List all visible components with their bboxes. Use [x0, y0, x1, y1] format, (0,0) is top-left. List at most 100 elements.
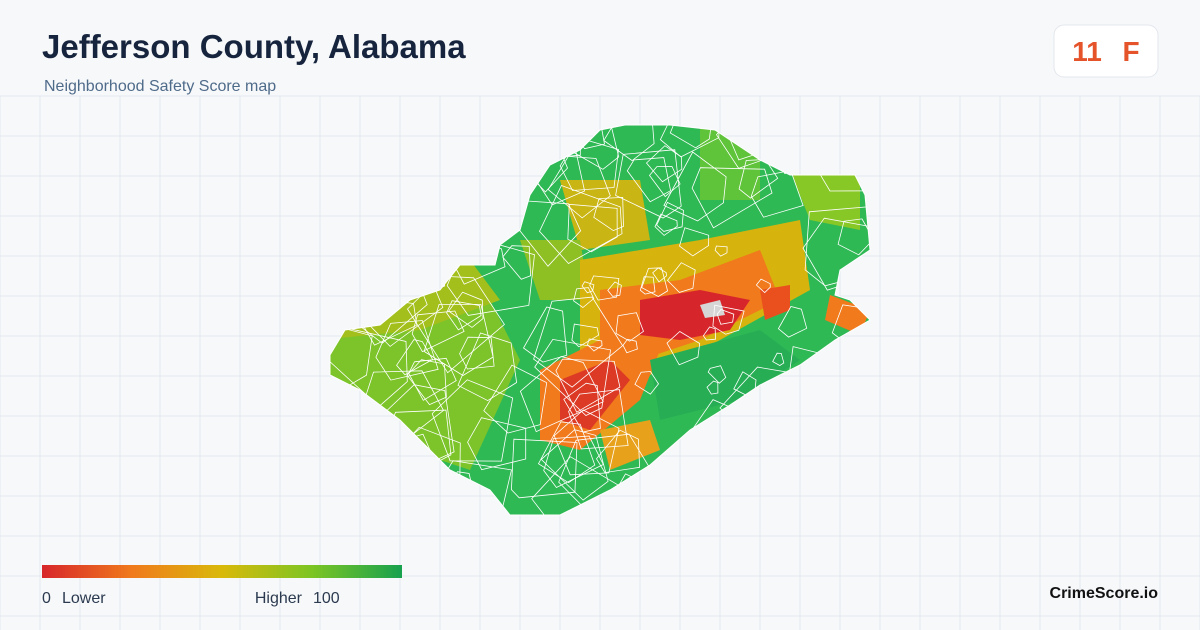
tract-boundary	[354, 165, 394, 202]
map-region	[700, 300, 725, 318]
tract-boundary	[755, 278, 771, 294]
tract-boundary	[666, 262, 696, 293]
tract-boundary	[555, 358, 621, 413]
tract-boundary	[714, 245, 728, 257]
tract-boundary	[533, 296, 624, 388]
tract-boundary	[348, 191, 387, 232]
tract-boundary	[522, 306, 568, 363]
tract-boundary	[659, 125, 720, 158]
map-region	[640, 290, 750, 340]
tract-boundary	[349, 175, 384, 207]
tract-boundary	[368, 125, 430, 170]
tract-boundary	[520, 125, 582, 160]
tract-boundary	[502, 245, 532, 280]
tract-boundary	[553, 409, 620, 476]
tract-boundary	[774, 424, 822, 475]
tract-boundary	[459, 336, 495, 370]
tract-boundary	[558, 433, 657, 515]
tract-boundary	[687, 437, 740, 493]
tract-boundary	[339, 164, 426, 251]
tract-boundary	[534, 338, 612, 416]
tract-boundary	[569, 125, 605, 150]
tract-boundary	[372, 192, 411, 227]
tract-boundary	[801, 398, 841, 439]
tract-boundary	[634, 371, 659, 395]
score-value: 11	[1072, 36, 1102, 67]
tract-boundary	[330, 216, 378, 282]
tract-boundary	[408, 357, 457, 401]
tract-boundary	[467, 417, 527, 471]
tract-boundary	[587, 338, 603, 352]
tract-boundary	[581, 281, 595, 294]
tract-boundary	[622, 338, 638, 354]
tract-boundary	[669, 125, 713, 149]
tract-boundary	[375, 125, 463, 165]
tract-boundary	[406, 359, 447, 406]
tract-boundary	[652, 267, 667, 283]
tract-boundary	[777, 306, 808, 338]
tract-boundary	[802, 217, 870, 291]
tract-boundary	[648, 166, 681, 198]
tract-boundary	[434, 163, 521, 239]
tract-boundary	[589, 275, 620, 301]
tract-boundary	[593, 196, 624, 232]
tract-boundary	[458, 487, 490, 514]
tract-boundary	[446, 300, 482, 331]
tract-boundary	[330, 236, 374, 287]
tract-boundary	[414, 228, 447, 260]
tract-boundary	[615, 312, 644, 342]
tract-boundary	[411, 310, 465, 353]
tract-boundary	[330, 325, 408, 408]
tract-boundary	[567, 203, 618, 253]
tract-boundary	[804, 206, 870, 287]
tract-boundary	[388, 165, 433, 216]
county-map	[330, 125, 870, 515]
tract-boundary	[375, 320, 439, 381]
map-region	[520, 240, 590, 300]
tract-boundary	[691, 167, 773, 229]
brand: CrimeScore.io	[1050, 585, 1159, 602]
tract-boundary	[543, 435, 604, 489]
tract-boundary	[837, 218, 870, 256]
tract-boundary	[772, 352, 785, 366]
tract-boundary	[423, 304, 494, 376]
tract-boundary	[519, 356, 604, 433]
tract-boundary	[706, 380, 719, 395]
tract-boundary	[573, 287, 595, 309]
tract-boundary	[679, 227, 710, 257]
legend-max-label: Higher	[255, 590, 303, 607]
map-region	[560, 360, 630, 430]
tract-boundary	[772, 125, 799, 154]
tract-boundary	[330, 199, 390, 258]
legend-max: 100	[313, 590, 340, 607]
tract-boundary	[431, 379, 514, 462]
tract-boundary	[563, 382, 601, 433]
tract-boundary	[707, 365, 727, 384]
tract-boundary	[483, 364, 548, 434]
score-badge	[1053, 24, 1159, 78]
tract-boundary	[539, 184, 623, 265]
tract-boundary	[330, 238, 376, 299]
tract-boundary	[702, 326, 716, 341]
tract-boundary	[330, 251, 388, 318]
title: Jefferson County, Alabama	[42, 28, 466, 65]
legend-min-label: Lower	[62, 590, 106, 607]
tract-boundary	[750, 170, 804, 218]
map-region	[790, 170, 860, 230]
map-region	[600, 420, 660, 470]
tract-boundary	[472, 499, 506, 515]
subtitle: Neighborhood Safety Score map	[44, 78, 276, 95]
tract-boundary	[403, 125, 440, 158]
map-region	[825, 295, 870, 335]
tract-boundary	[725, 125, 789, 161]
tract-boundary	[771, 125, 847, 175]
legend-min: 0	[42, 590, 51, 607]
tract-boundary	[547, 155, 611, 219]
tract-boundary	[712, 304, 745, 335]
tract-boundary	[607, 281, 622, 297]
tract-boundary	[368, 204, 435, 275]
tract-boundary	[654, 213, 678, 236]
tract-boundary	[330, 227, 378, 290]
tract-boundary	[666, 331, 701, 366]
